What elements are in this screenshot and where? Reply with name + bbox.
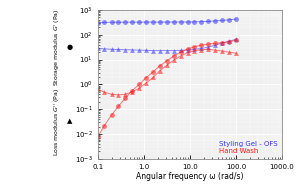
Text: Storage modulus $G'$ (Pa): Storage modulus $G'$ (Pa) — [52, 8, 62, 86]
X-axis label: Angular frequency ω (rad/s): Angular frequency ω (rad/s) — [136, 172, 244, 181]
Text: ●: ● — [67, 44, 73, 50]
Text: Loss modulus $G''$ (Pa): Loss modulus $G''$ (Pa) — [52, 88, 62, 156]
Legend: Styling Gel - OFS, Hand Wash: Styling Gel - OFS, Hand Wash — [217, 139, 279, 155]
Text: ▲: ▲ — [67, 119, 73, 125]
